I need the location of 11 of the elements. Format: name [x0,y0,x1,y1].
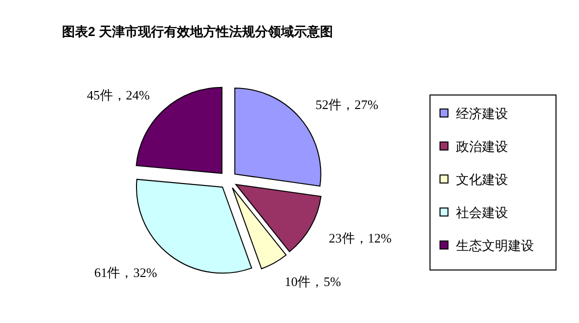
legend-label: 社会建设 [456,205,508,220]
legend-label: 文化建设 [456,172,508,187]
data-label: 52件，27% [316,96,379,112]
data-label: 23件，12% [328,230,392,246]
legend-label: 生态文明建设 [456,238,534,253]
data-label: 61件，32% [94,264,158,280]
data-label: 45件，24% [86,87,150,102]
legend-label: 经济建设 [456,106,508,121]
legend-label: 政治建设 [456,139,508,154]
chart-title: 图表2 天津市现行有效地方性法规分领域示意图 [62,24,333,39]
data-label: 10件，5% [284,274,342,290]
